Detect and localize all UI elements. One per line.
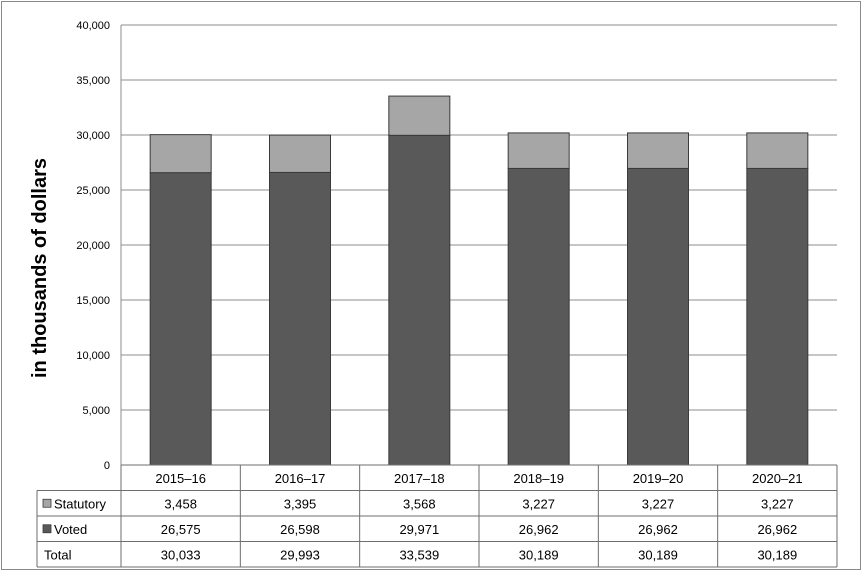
data-label: 30,189 [638, 547, 678, 562]
data-label: 3,395 [284, 496, 317, 511]
bar-voted-2020–21 [746, 167, 809, 466]
y-tick-label: 40,000 [76, 20, 110, 32]
bar-statutory-2020–21 [746, 132, 809, 169]
data-label: 3,227 [761, 496, 794, 511]
y-tick-label: 20,000 [76, 240, 110, 252]
y-tick-label: 5,000 [82, 405, 110, 417]
x-tick-label: 2015–16 [155, 471, 206, 486]
y-tick-label: 15,000 [76, 295, 110, 307]
data-table: 2015–16 2016–17 2017–18 2018–19 2019–20 2020–… [36, 464, 838, 568]
row-label-total: Total [44, 547, 72, 562]
y-tick-labels: 0 5,000 10,000 15,000 20,000 25,000 30,000 35,0… [76, 20, 110, 472]
data-label: 26,962 [638, 522, 678, 537]
data-label: 3,227 [642, 496, 675, 511]
bar-voted-2019–20 [627, 167, 689, 466]
data-label: 26,575 [161, 522, 201, 537]
x-tick-label: 2016–17 [275, 471, 326, 486]
x-tick-label: 2018–19 [513, 471, 564, 486]
bar-voted-2015–16 [149, 172, 212, 466]
data-label: 3,568 [403, 496, 436, 511]
x-tick-label: 2020–21 [752, 471, 803, 486]
data-label: 26,962 [757, 522, 797, 537]
bar-voted-2018–19 [507, 167, 570, 466]
x-tick-label: 2017–18 [394, 471, 445, 486]
y-tick-label: 30,000 [76, 130, 110, 142]
bar-statutory-2016–17 [269, 134, 331, 173]
bar-statutory-2019–20 [627, 132, 689, 169]
y-tick-label: 35,000 [76, 75, 110, 87]
y-tick-label: 10,000 [76, 350, 110, 362]
bar-voted-2016–17 [269, 171, 331, 466]
y-axis-label: in thousands of dollars [29, 158, 51, 378]
row-label-statutory: Statutory [54, 496, 107, 511]
data-label: 30,033 [161, 547, 201, 562]
data-label: 26,962 [519, 522, 559, 537]
x-tick-label: 2019–20 [633, 471, 684, 486]
bar-statutory-2015–16 [149, 134, 212, 174]
row-label-voted: Voted [54, 522, 87, 537]
legend-swatch-statutory [42, 498, 52, 508]
data-label: 3,458 [164, 496, 197, 511]
data-label: 3,227 [522, 496, 555, 511]
data-label: 29,971 [399, 522, 439, 537]
y-tick-label: 0 [104, 460, 110, 472]
bar-voted-2017–18 [388, 134, 451, 466]
bar-statutory-2017–18 [388, 95, 451, 136]
bar-statutory-2018–19 [507, 132, 570, 169]
gridlines [120, 24, 837, 466]
y-tick-label: 25,000 [76, 185, 110, 197]
bars [149, 95, 809, 466]
data-label: 33,539 [399, 547, 439, 562]
data-label: 30,189 [757, 547, 797, 562]
legend-swatch-voted [42, 524, 52, 534]
data-label: 30,189 [519, 547, 559, 562]
data-label: 26,598 [280, 522, 320, 537]
data-label: 29,993 [280, 547, 320, 562]
